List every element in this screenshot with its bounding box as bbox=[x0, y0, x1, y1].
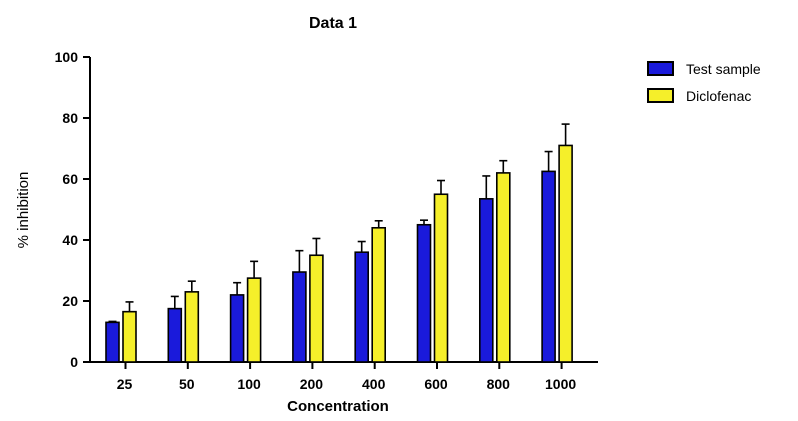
y-tick-label: 40 bbox=[62, 232, 78, 248]
bar-diclofenac bbox=[433, 193, 449, 363]
y-tick-label: 80 bbox=[62, 110, 78, 126]
bar-test-sample bbox=[105, 321, 120, 363]
legend-label: Diclofenac bbox=[686, 88, 751, 104]
x-tick-label: 400 bbox=[362, 376, 386, 392]
y-axis: 0 20 40 60 80 100 bbox=[55, 49, 91, 370]
y-tick-label: 100 bbox=[55, 49, 79, 65]
x-tick-label: 1000 bbox=[545, 376, 576, 392]
y-tick-label: 20 bbox=[62, 293, 78, 309]
legend: Test sample Diclofenac bbox=[647, 61, 761, 104]
bar-diclofenac bbox=[558, 144, 573, 363]
x-tick-label: 600 bbox=[424, 376, 448, 392]
x-axis: 25 50 100 200 400 600 800 1000 bbox=[90, 361, 598, 392]
bar-diclofenac bbox=[122, 310, 137, 363]
x-tick-label: 50 bbox=[179, 376, 195, 392]
bar-diclofenac bbox=[371, 227, 387, 363]
legend-swatch bbox=[647, 88, 674, 103]
y-tick-label: 0 bbox=[70, 354, 78, 370]
bar-test-sample bbox=[416, 223, 432, 363]
bar-test-sample bbox=[354, 251, 370, 363]
y-tick-label: 60 bbox=[62, 171, 78, 187]
bars-group bbox=[105, 123, 573, 363]
x-axis-label: Concentration bbox=[287, 398, 389, 415]
bar-diclofenac bbox=[309, 254, 324, 363]
bar-test-sample bbox=[541, 170, 556, 363]
bar-test-sample bbox=[478, 198, 494, 363]
bar-diclofenac bbox=[246, 277, 262, 363]
x-tick-label: 200 bbox=[300, 376, 324, 392]
bar-test-sample bbox=[292, 271, 307, 363]
bar-diclofenac bbox=[184, 291, 200, 363]
bar-test-sample bbox=[229, 294, 245, 363]
legend-label: Test sample bbox=[686, 61, 761, 77]
x-tick-label: 800 bbox=[487, 376, 511, 392]
legend-swatch bbox=[647, 61, 674, 76]
y-axis-label: % inhibition bbox=[15, 172, 32, 249]
x-tick-label: 25 bbox=[117, 376, 133, 392]
bar-diclofenac bbox=[495, 172, 511, 363]
bar-test-sample bbox=[167, 307, 183, 363]
x-tick-label: 100 bbox=[237, 376, 261, 392]
chart-title: Data 1 bbox=[309, 15, 357, 32]
